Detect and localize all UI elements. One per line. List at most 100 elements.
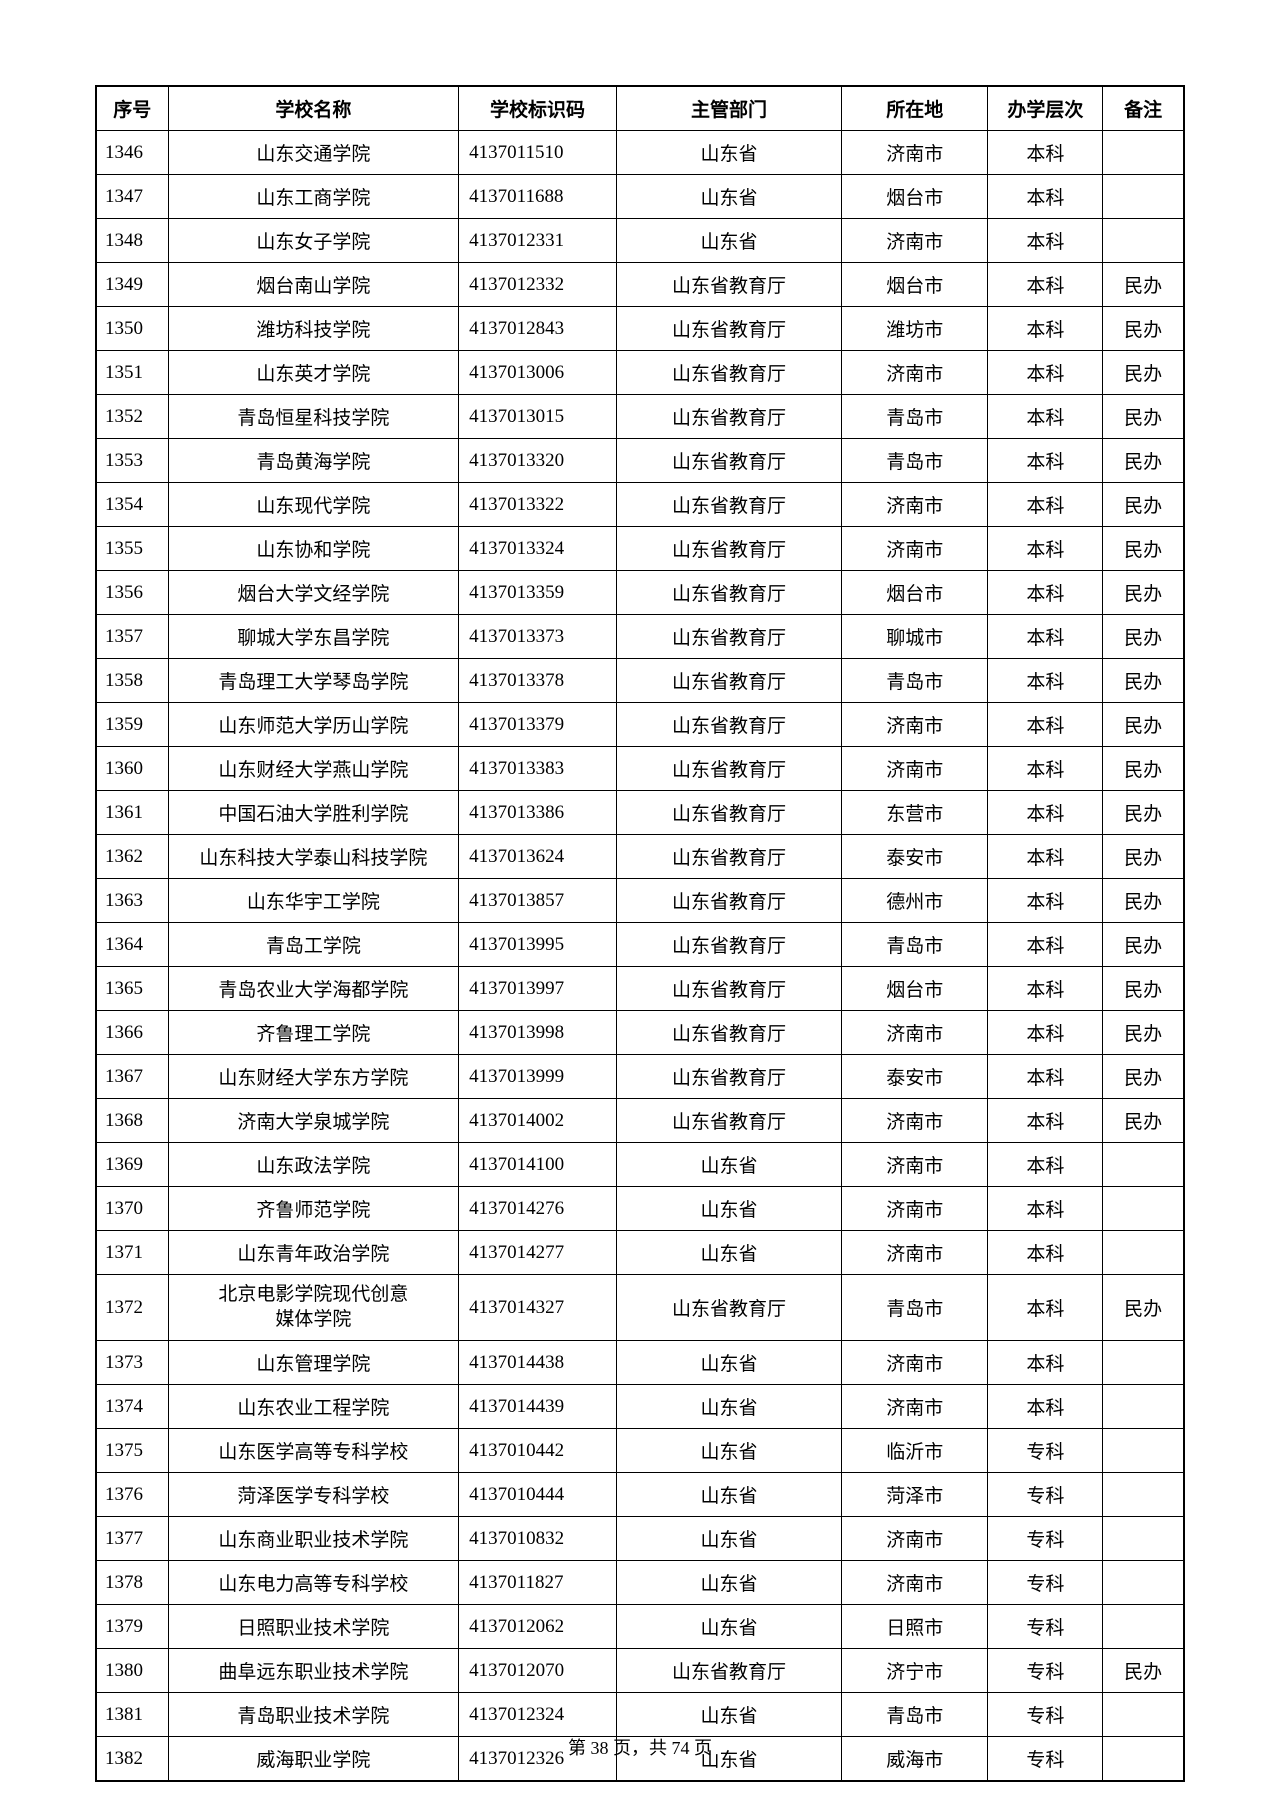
cell-school-code: 4137014276 xyxy=(459,1187,617,1231)
cell-location: 德州市 xyxy=(842,879,988,923)
cell-school-name: 山东医学高等专科学校 xyxy=(168,1429,459,1473)
cell-note: 民办 xyxy=(1103,439,1184,483)
cell-school-name: 青岛农业大学海都学院 xyxy=(168,967,459,1011)
cell-note: 民办 xyxy=(1103,1055,1184,1099)
cell-school-name: 青岛恒星科技学院 xyxy=(168,395,459,439)
cell-school-name: 山东青年政治学院 xyxy=(168,1231,459,1275)
cell-note xyxy=(1103,219,1184,263)
cell-note xyxy=(1103,1517,1184,1561)
cell-school-name: 山东协和学院 xyxy=(168,527,459,571)
cell-location: 济南市 xyxy=(842,483,988,527)
cell-level: 本科 xyxy=(988,1231,1103,1275)
cell-department: 山东省 xyxy=(616,1561,841,1605)
cell-level: 本科 xyxy=(988,1143,1103,1187)
cell-department: 山东省教育厅 xyxy=(616,791,841,835)
cell-department: 山东省教育厅 xyxy=(616,483,841,527)
cell-location: 青岛市 xyxy=(842,1275,988,1341)
cell-index: 1362 xyxy=(96,835,168,879)
cell-location: 济南市 xyxy=(842,1341,988,1385)
header-note: 备注 xyxy=(1103,86,1184,131)
cell-level: 本科 xyxy=(988,175,1103,219)
cell-department: 山东省教育厅 xyxy=(616,351,841,395)
cell-index: 1380 xyxy=(96,1649,168,1693)
cell-index: 1375 xyxy=(96,1429,168,1473)
cell-index: 1376 xyxy=(96,1473,168,1517)
cell-department: 山东省 xyxy=(616,1231,841,1275)
table-row: 1357聊城大学东昌学院4137013373山东省教育厅聊城市本科民办 xyxy=(96,615,1184,659)
cell-school-code: 4137013383 xyxy=(459,747,617,791)
header-school-code: 学校标识码 xyxy=(459,86,617,131)
table-row: 1346山东交通学院4137011510山东省济南市本科 xyxy=(96,131,1184,175)
cell-school-code: 4137014100 xyxy=(459,1143,617,1187)
table-header: 序号 学校名称 学校标识码 主管部门 所在地 办学层次 备注 xyxy=(96,86,1184,131)
cell-index: 1374 xyxy=(96,1385,168,1429)
cell-note: 民办 xyxy=(1103,1275,1184,1341)
cell-department: 山东省教育厅 xyxy=(616,835,841,879)
table-row: 1366齐鲁理工学院4137013998山东省教育厅济南市本科民办 xyxy=(96,1011,1184,1055)
cell-department: 山东省 xyxy=(616,1385,841,1429)
table-row: 1372北京电影学院现代创意媒体学院4137014327山东省教育厅青岛市本科民… xyxy=(96,1275,1184,1341)
cell-school-code: 4137012843 xyxy=(459,307,617,351)
table-row: 1353青岛黄海学院4137013320山东省教育厅青岛市本科民办 xyxy=(96,439,1184,483)
cell-school-code: 4137012331 xyxy=(459,219,617,263)
cell-school-code: 4137013359 xyxy=(459,571,617,615)
cell-school-code: 4137013624 xyxy=(459,835,617,879)
table-row: 1358青岛理工大学琴岛学院4137013378山东省教育厅青岛市本科民办 xyxy=(96,659,1184,703)
cell-note: 民办 xyxy=(1103,879,1184,923)
cell-department: 山东省教育厅 xyxy=(616,395,841,439)
cell-school-name: 青岛职业技术学院 xyxy=(168,1693,459,1737)
cell-department: 山东省 xyxy=(616,1341,841,1385)
cell-school-name: 山东科技大学泰山科技学院 xyxy=(168,835,459,879)
cell-level: 本科 xyxy=(988,1341,1103,1385)
cell-note: 民办 xyxy=(1103,923,1184,967)
cell-school-code: 4137014438 xyxy=(459,1341,617,1385)
cell-level: 本科 xyxy=(988,439,1103,483)
cell-location: 潍坊市 xyxy=(842,307,988,351)
cell-location: 济南市 xyxy=(842,527,988,571)
cell-index: 1373 xyxy=(96,1341,168,1385)
cell-school-name: 烟台南山学院 xyxy=(168,263,459,307)
cell-note xyxy=(1103,1231,1184,1275)
cell-index: 1360 xyxy=(96,747,168,791)
table-row: 1355山东协和学院4137013324山东省教育厅济南市本科民办 xyxy=(96,527,1184,571)
cell-school-name: 青岛黄海学院 xyxy=(168,439,459,483)
cell-index: 1366 xyxy=(96,1011,168,1055)
cell-index: 1378 xyxy=(96,1561,168,1605)
cell-school-code: 4137012332 xyxy=(459,263,617,307)
cell-note xyxy=(1103,1385,1184,1429)
cell-level: 本科 xyxy=(988,1011,1103,1055)
cell-location: 济南市 xyxy=(842,1143,988,1187)
cell-level: 本科 xyxy=(988,219,1103,263)
cell-index: 1381 xyxy=(96,1693,168,1737)
cell-location: 青岛市 xyxy=(842,659,988,703)
cell-department: 山东省教育厅 xyxy=(616,1275,841,1341)
cell-school-code: 4137013378 xyxy=(459,659,617,703)
cell-level: 专科 xyxy=(988,1561,1103,1605)
cell-school-code: 4137012070 xyxy=(459,1649,617,1693)
cell-department: 山东省教育厅 xyxy=(616,1011,841,1055)
cell-department: 山东省 xyxy=(616,1693,841,1737)
cell-level: 专科 xyxy=(988,1649,1103,1693)
cell-level: 专科 xyxy=(988,1517,1103,1561)
cell-level: 本科 xyxy=(988,615,1103,659)
cell-location: 济南市 xyxy=(842,1231,988,1275)
cell-school-name: 山东现代学院 xyxy=(168,483,459,527)
header-location: 所在地 xyxy=(842,86,988,131)
header-index: 序号 xyxy=(96,86,168,131)
table-row: 1351山东英才学院4137013006山东省教育厅济南市本科民办 xyxy=(96,351,1184,395)
table-row: 1370齐鲁师范学院4137014276山东省济南市本科 xyxy=(96,1187,1184,1231)
cell-index: 1351 xyxy=(96,351,168,395)
cell-index: 1352 xyxy=(96,395,168,439)
cell-department: 山东省 xyxy=(616,1143,841,1187)
cell-school-name: 中国石油大学胜利学院 xyxy=(168,791,459,835)
cell-index: 1372 xyxy=(96,1275,168,1341)
cell-school-code: 4137013379 xyxy=(459,703,617,747)
cell-school-name: 山东政法学院 xyxy=(168,1143,459,1187)
cell-location: 青岛市 xyxy=(842,1693,988,1737)
cell-index: 1379 xyxy=(96,1605,168,1649)
cell-department: 山东省教育厅 xyxy=(616,923,841,967)
cell-school-code: 4137013386 xyxy=(459,791,617,835)
cell-note xyxy=(1103,1605,1184,1649)
cell-location: 济南市 xyxy=(842,1187,988,1231)
cell-level: 本科 xyxy=(988,1055,1103,1099)
